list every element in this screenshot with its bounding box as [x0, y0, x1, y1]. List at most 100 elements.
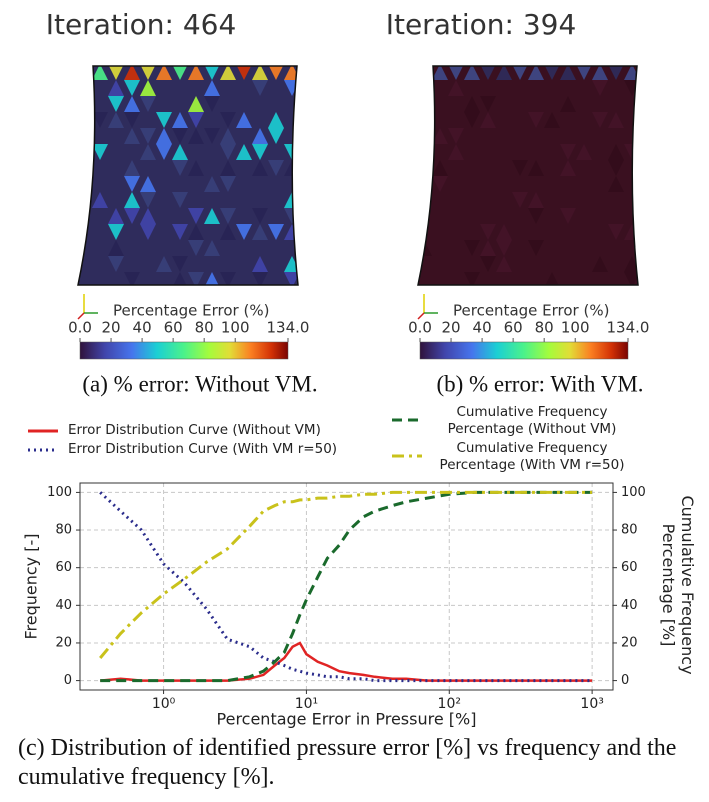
mesh-cell	[92, 112, 108, 128]
mesh-outline	[417, 65, 639, 286]
mesh-cell	[464, 66, 480, 80]
mesh	[78, 66, 298, 285]
mesh-cell	[480, 112, 496, 128]
mesh-cell	[252, 144, 268, 160]
y2-tick-label: 20	[621, 635, 638, 650]
mesh-outline	[77, 65, 299, 286]
y-tick-label: 80	[55, 523, 72, 538]
mesh-cell	[124, 112, 140, 128]
mesh-cell	[156, 66, 172, 80]
mesh-cell	[252, 128, 268, 144]
y-tick-label: 60	[55, 560, 72, 575]
mesh-cell	[252, 160, 268, 176]
mesh-cell	[204, 272, 220, 285]
mesh-cell	[124, 272, 140, 285]
colorbar-tick-label: 100	[561, 319, 590, 337]
y-tick-label: 20	[55, 635, 72, 650]
mesh-cell	[172, 272, 188, 285]
plot-frame	[79, 482, 614, 691]
mesh-cell	[608, 224, 624, 240]
mesh-cell	[640, 80, 656, 96]
mesh-cell	[418, 66, 432, 80]
mesh-cell	[608, 112, 624, 128]
mesh-cell	[496, 240, 512, 256]
mesh-cell	[108, 224, 124, 240]
mesh-cell	[496, 224, 512, 240]
mesh-cell	[464, 272, 480, 285]
colorbar-tick-label: 80	[535, 319, 554, 337]
colorbar-tick-label: 60	[504, 319, 523, 337]
mesh-cell	[156, 144, 172, 160]
mesh-cell	[236, 66, 252, 80]
mesh-cell	[108, 256, 124, 272]
mesh-cell	[172, 256, 188, 272]
legend-swatch	[28, 448, 58, 452]
mesh-base	[418, 66, 638, 285]
legend-label: Cumulative Frequency Percentage (Without…	[447, 404, 617, 437]
mesh-cell	[268, 160, 284, 176]
colorbar-tick-label: 134.0	[267, 319, 310, 337]
mesh-cell	[236, 224, 252, 240]
colorbar-label: Percentage Error (%)	[113, 302, 269, 320]
mesh-cell	[640, 240, 656, 256]
mesh-cell	[284, 272, 298, 285]
mesh-cell	[252, 272, 268, 285]
mesh	[418, 64, 656, 285]
mesh-cell	[140, 66, 156, 80]
mesh-cell	[156, 112, 172, 128]
mesh-cell	[640, 112, 656, 128]
legend-left: Error Distribution Curve (Without VM) Err…	[26, 422, 337, 460]
mesh-cell	[432, 128, 448, 144]
mesh-cell	[576, 144, 592, 160]
mesh-cell	[624, 272, 638, 285]
colorbar-tick-label: 80	[195, 319, 214, 337]
mesh-cell	[640, 64, 656, 80]
panel-title: Iteration: 394	[386, 8, 577, 41]
mesh-cell	[608, 160, 624, 176]
mesh-cell	[464, 96, 480, 112]
mesh-cell	[188, 272, 204, 285]
caption: (c) Distribution of identified pressure …	[18, 735, 677, 790]
mesh-cell	[140, 144, 156, 160]
colorbar-tick-label: 134.0	[607, 319, 650, 337]
mesh-cell	[560, 160, 576, 176]
mesh-cell	[220, 66, 236, 80]
mesh-cell	[92, 144, 108, 160]
mesh-cell	[512, 66, 528, 80]
mesh-cell	[124, 66, 140, 80]
mesh-cell	[204, 176, 220, 192]
colorbar-label: Percentage Error (%)	[453, 302, 609, 320]
x-tick-label: 10²	[438, 696, 461, 712]
colorbar-tick-label: 40	[133, 319, 152, 337]
mesh-cell	[560, 66, 576, 80]
mesh-cell	[544, 112, 560, 128]
mesh-cell	[528, 66, 544, 80]
mesh-cell	[608, 176, 624, 192]
mesh-cell	[560, 208, 576, 224]
mesh-cell	[220, 224, 236, 240]
mesh-cell	[204, 128, 220, 144]
legend-swatch	[392, 418, 422, 422]
mesh-cell	[204, 96, 220, 112]
mesh-cell	[108, 80, 124, 96]
mesh-cell	[172, 160, 188, 176]
mesh-cell	[172, 144, 188, 160]
panel-caption: (a) % error: Without VM.	[82, 371, 317, 396]
mesh-cell	[156, 128, 172, 144]
mesh-cell	[640, 192, 656, 208]
y-tick-label: 0	[64, 673, 72, 688]
mesh-cell	[236, 112, 252, 128]
mesh-cell	[78, 144, 92, 160]
mesh-cell	[528, 160, 544, 176]
mesh-cell	[448, 144, 464, 160]
mesh-cell	[220, 208, 236, 224]
panel-title: Iteration: 464	[46, 8, 237, 41]
mesh-cell	[560, 144, 576, 160]
mesh-cell	[78, 112, 92, 128]
mesh-cell	[188, 224, 204, 240]
x-tick-label: 10³	[580, 696, 603, 712]
colorbar	[79, 341, 289, 360]
mesh-cell	[124, 192, 140, 208]
mesh-cell	[220, 272, 236, 285]
y-tick-label: 100	[47, 485, 72, 500]
